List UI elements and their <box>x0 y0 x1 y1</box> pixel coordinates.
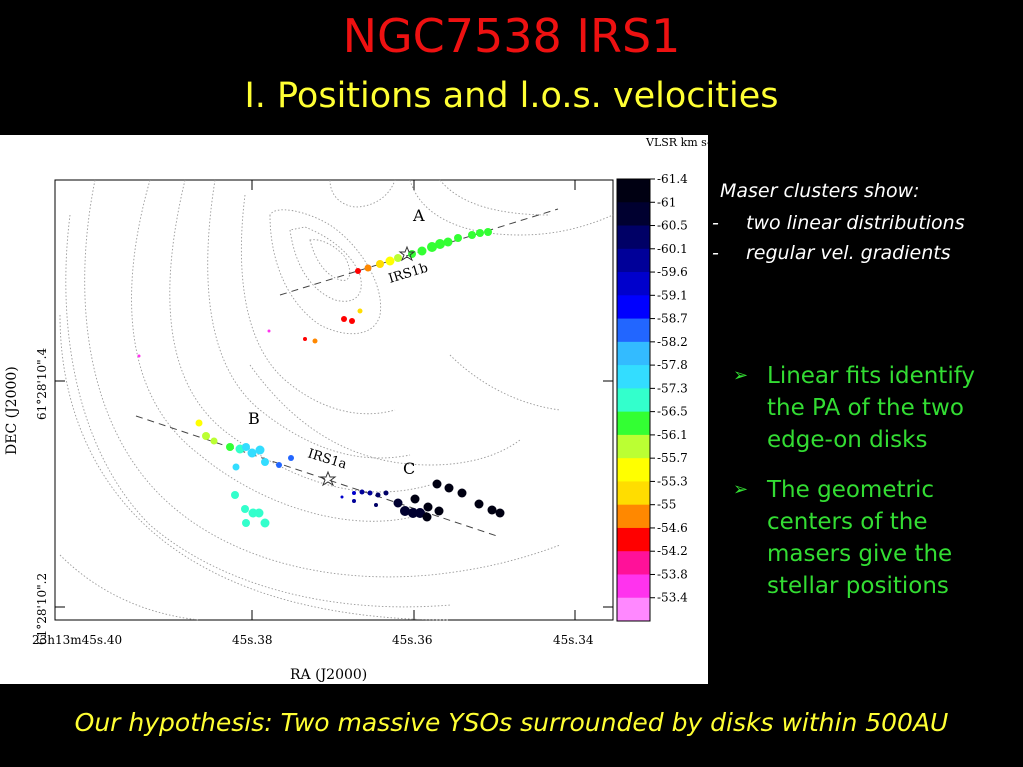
colorbar-tick-label: -55.7 <box>657 451 688 465</box>
colorbar-cell <box>617 551 650 575</box>
colorbar-tick-label: -57.3 <box>657 381 688 395</box>
irs1a-star-icon <box>319 470 337 487</box>
colorbar-tick-label: -61.4 <box>657 172 688 186</box>
bullet-text: The geometric centers of the masers give… <box>767 477 953 599</box>
y-tick-label: 61°28'10".4 <box>35 348 49 420</box>
contour-lines <box>59 179 614 621</box>
x-tick-label: 23h13m45s.40 <box>32 633 122 647</box>
colorbar-cell <box>617 179 650 203</box>
maser-note-heading: Maser clusters show: <box>720 180 920 202</box>
hypothesis-text: Our hypothesis: Two massive YSOs surroun… <box>74 708 949 737</box>
x-axis-label: RA (J2000) <box>290 667 367 683</box>
colorbar-tick-label: -61 <box>657 195 676 209</box>
colorbar-tick-label: -58.2 <box>657 335 688 349</box>
colorbar-tick-label: -58.7 <box>657 312 688 326</box>
cluster-label-b: B <box>248 409 260 428</box>
bullet-item: ➢ The geometric centers of the masers gi… <box>733 474 1018 602</box>
axis-ticks <box>55 180 613 620</box>
colorbar-tick-label: -56.5 <box>657 405 688 419</box>
colorbar-cell <box>617 295 650 320</box>
colorbar-cell <box>617 504 650 529</box>
plot-frame <box>54 179 614 621</box>
colorbar-cell <box>617 341 650 366</box>
cluster-label-a: A <box>412 206 425 225</box>
colorbar-tick-label: -55.3 <box>657 474 688 488</box>
dash-bullet: - <box>712 212 719 234</box>
colorbar-tick-label: -60.5 <box>657 219 688 233</box>
colorbar-title: VLSR km s-1 <box>645 136 708 149</box>
irs1a-label: IRS1a <box>306 446 349 472</box>
colorbar-cell <box>617 597 650 622</box>
x-tick-label: 45s.34 <box>553 633 594 647</box>
colorbar-cell <box>617 248 650 273</box>
fit-line-b <box>135 415 501 538</box>
colorbar-tick-label: -54.6 <box>657 521 688 535</box>
colorbar-cell <box>617 365 650 389</box>
velocity-colorbar: -61.4 -61 -60.5 -60.1 -59.6 -59.1 -58.7 -58.2 -5… <box>616 136 708 622</box>
colorbar-tick-label: -56.1 <box>657 428 688 442</box>
maser-note-text: regular vel. gradients <box>746 242 951 264</box>
colorbar-cell <box>617 202 650 227</box>
x-tick-label: 45s.36 <box>392 633 433 647</box>
colorbar-cell <box>617 434 650 459</box>
colorbar-cell <box>617 574 650 599</box>
x-tick-label: 45s.38 <box>232 633 273 647</box>
colorbar-tick-label: -53.4 <box>657 591 688 605</box>
colorbar-cell <box>617 481 650 506</box>
colorbar-tick-label: -59.1 <box>657 288 688 302</box>
maser-note-item: - regular vel. gradients <box>712 242 1022 264</box>
colorbar-tick-label: -53.8 <box>657 567 688 581</box>
maser-note-text: two linear distributions <box>746 212 965 234</box>
dash-bullet: - <box>712 242 719 264</box>
colorbar-cell <box>617 411 650 436</box>
maser-note-item: - two linear distributions <box>712 212 1022 234</box>
colorbar-cell <box>617 527 650 552</box>
irs1b-star-icon <box>398 245 416 262</box>
arrow-bullet-icon: ➢ <box>733 479 749 500</box>
maser-clusters-note: Maser clusters show: - two linear distri… <box>712 180 1022 272</box>
bullet-item: ➢ Linear fits identify the PA of the two… <box>733 360 1018 456</box>
irs1b-label: IRS1b <box>387 261 430 287</box>
slide-subtitle: I. Positions and l.o.s. velocities <box>244 76 779 116</box>
colorbar-cell <box>617 388 650 413</box>
y-tick-label: 61°28'10".2 <box>35 573 49 645</box>
colorbar-tick-label: -59.6 <box>657 265 688 279</box>
bullet-text: Linear fits identify the PA of the two e… <box>767 363 976 453</box>
y-axis-label: DEC (J2000) <box>4 366 20 455</box>
colorbar-cell <box>617 225 650 250</box>
colorbar-tick-label: -54.2 <box>657 544 688 558</box>
cluster-label-c: C <box>403 459 415 478</box>
colorbar-cell <box>617 272 650 296</box>
colorbar-tick-label: -55 <box>657 498 676 512</box>
slide-title: NGC7538 IRS1 <box>342 9 681 63</box>
colorbar-tick-label: -57.8 <box>657 358 688 372</box>
colorbar-tick-label: -60.1 <box>657 242 688 256</box>
arrow-bullet-icon: ➢ <box>733 365 749 386</box>
colorbar-cell <box>617 318 650 343</box>
colorbar-cell <box>617 458 650 482</box>
maser-position-figure: A B C IRS1b IRS1a 23h13m45s.40 45s.38 45… <box>0 135 708 684</box>
maser-spots <box>137 228 505 528</box>
maser-plot: A B C IRS1b IRS1a 23h13m45s.40 45s.38 45… <box>4 136 708 683</box>
bullet-list: ➢ Linear fits identify the PA of the two… <box>733 360 1018 602</box>
